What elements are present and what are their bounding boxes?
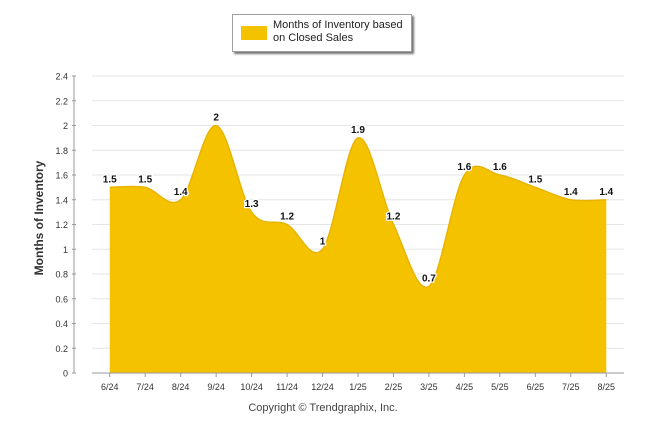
data-label: 1.2 xyxy=(280,212,294,223)
x-tick-labels: 6/24 7/24 8/24 9/24 10/24 11/24 12/24 1/25 2/25 3… xyxy=(101,373,615,392)
legend-swatch xyxy=(241,26,267,40)
y-tick-label: 2.2 xyxy=(55,96,68,106)
copyright-text: Copyright © Trendgraphix, Inc. xyxy=(248,402,398,414)
x-tick-label: 6/25 xyxy=(527,382,545,392)
data-label: 1.6 xyxy=(457,162,471,173)
data-label: 1.5 xyxy=(138,174,152,185)
data-label: 1.3 xyxy=(245,199,259,210)
data-label: 1.4 xyxy=(564,187,578,198)
x-tick-label: 8/25 xyxy=(598,382,616,392)
data-label: 1.2 xyxy=(387,212,401,223)
data-label: 2 xyxy=(213,113,219,124)
data-label: 1.4 xyxy=(174,187,188,198)
data-label: 1 xyxy=(320,236,326,247)
x-tick-label: 11/24 xyxy=(276,382,298,392)
x-tick-label: 5/25 xyxy=(491,382,509,392)
x-tick-label: 8/24 xyxy=(172,382,190,392)
data-label: 1.6 xyxy=(493,162,507,173)
x-tick-label: 3/25 xyxy=(420,382,438,392)
x-tick-label: 12/24 xyxy=(311,382,334,392)
y-tick-label: 1.2 xyxy=(55,220,68,230)
data-label: 1.5 xyxy=(103,174,117,185)
area-series xyxy=(109,124,607,373)
y-tick-label: 0.2 xyxy=(55,344,68,354)
y-tick-labels: 0 0.2 0.4 0.6 0.8 1 1.2 1.4 1.6 1.8 2 2.2 2.4 xyxy=(55,72,76,379)
data-label: 0.7 xyxy=(422,273,436,284)
x-tick-label: 7/25 xyxy=(562,382,580,392)
x-tick-label: 7/24 xyxy=(136,382,154,392)
y-tick-label: 0.4 xyxy=(55,319,68,329)
y-tick-label: 2.4 xyxy=(55,72,68,82)
x-tick-label: 9/24 xyxy=(207,382,225,392)
area-fill xyxy=(109,125,607,373)
x-tick-label: 6/24 xyxy=(101,382,119,392)
y-axis-label: Months of Inventory xyxy=(32,160,46,276)
y-tick-label: 1.8 xyxy=(55,146,68,156)
y-tick-label: 1.4 xyxy=(55,195,68,205)
data-label: 1.4 xyxy=(599,187,613,198)
legend: Months of Inventory based on Closed Sale… xyxy=(232,14,412,52)
data-label: 1.5 xyxy=(528,174,542,185)
y-tick-label: 0.8 xyxy=(55,270,68,280)
x-tick-label: 2/25 xyxy=(385,382,403,392)
data-labels: 1.5 1.5 1.4 2 1.3 1.2 1 1.9 1.2 0.7 1.6 1.6 1.5 1.4 1.… xyxy=(102,111,615,285)
legend-label: Months of Inventory based on Closed Sale… xyxy=(273,19,403,44)
y-tick-label: 1 xyxy=(63,245,68,255)
y-tick-label: 0 xyxy=(63,369,68,379)
area-line xyxy=(109,124,607,289)
data-label: 1.9 xyxy=(351,125,365,136)
y-tick-label: 0.6 xyxy=(55,294,68,304)
x-tick-label: 4/25 xyxy=(456,382,474,392)
x-tick-label: 1/25 xyxy=(349,382,367,392)
x-tick-label: 10/24 xyxy=(240,382,263,392)
y-tick-label: 1.6 xyxy=(55,171,68,181)
y-tick-label: 2 xyxy=(63,121,68,131)
